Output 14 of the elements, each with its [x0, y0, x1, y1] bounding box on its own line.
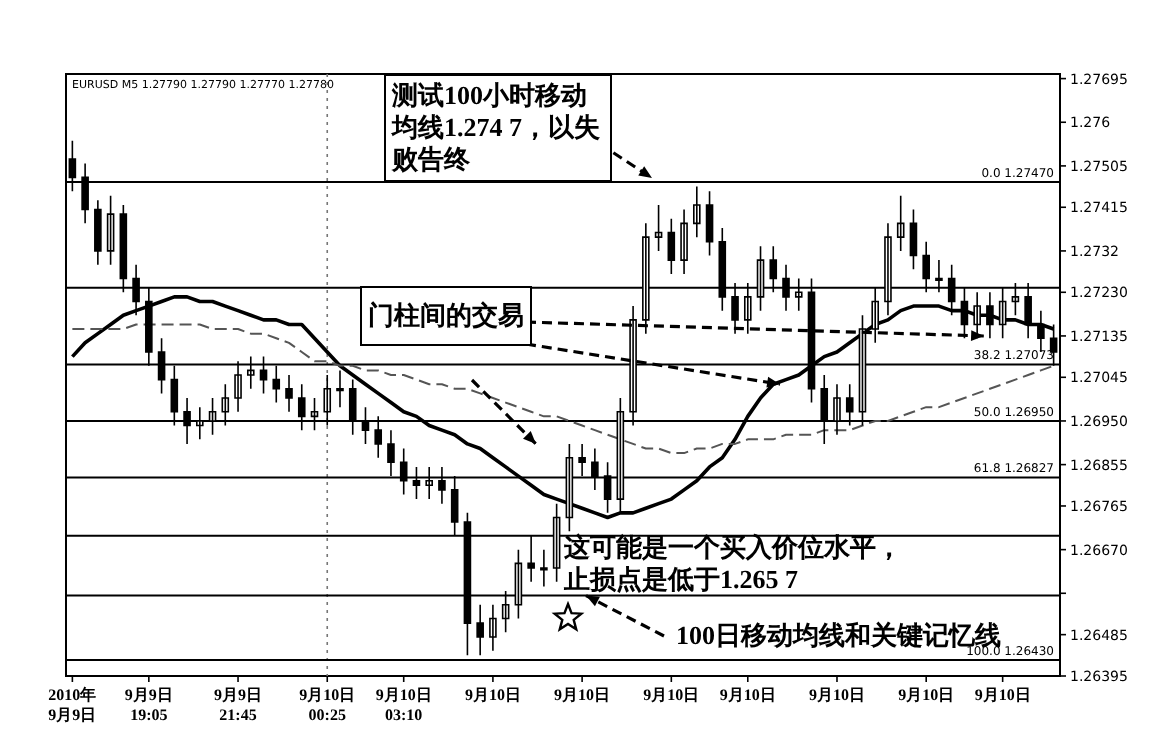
x-tick-label: 9月10日	[898, 686, 955, 704]
annotation: 门柱间的交易	[360, 286, 532, 346]
x-tick-label: 2010年 9月9日	[48, 686, 97, 724]
x-tick-label: 9月10日	[554, 686, 611, 704]
annotation: 测试100小时移动均线1.274 7，以失败告终	[384, 74, 612, 182]
x-tick-label: 9月10日	[464, 686, 521, 704]
x-tick-label: 9月10日	[808, 686, 865, 704]
x-tick-label: 9月10日	[974, 686, 1031, 704]
x-tick-label: 9月10日	[719, 686, 776, 704]
x-tick-label: 9月10日 00:25	[299, 686, 356, 724]
x-tick-label: 9月9日 19:05	[124, 686, 173, 724]
x-tick-label: 9月9日 21:45	[214, 686, 263, 724]
x-tick-label: 9月10日	[643, 686, 700, 704]
x-tick-label: 9月10日 03:10	[375, 686, 432, 724]
